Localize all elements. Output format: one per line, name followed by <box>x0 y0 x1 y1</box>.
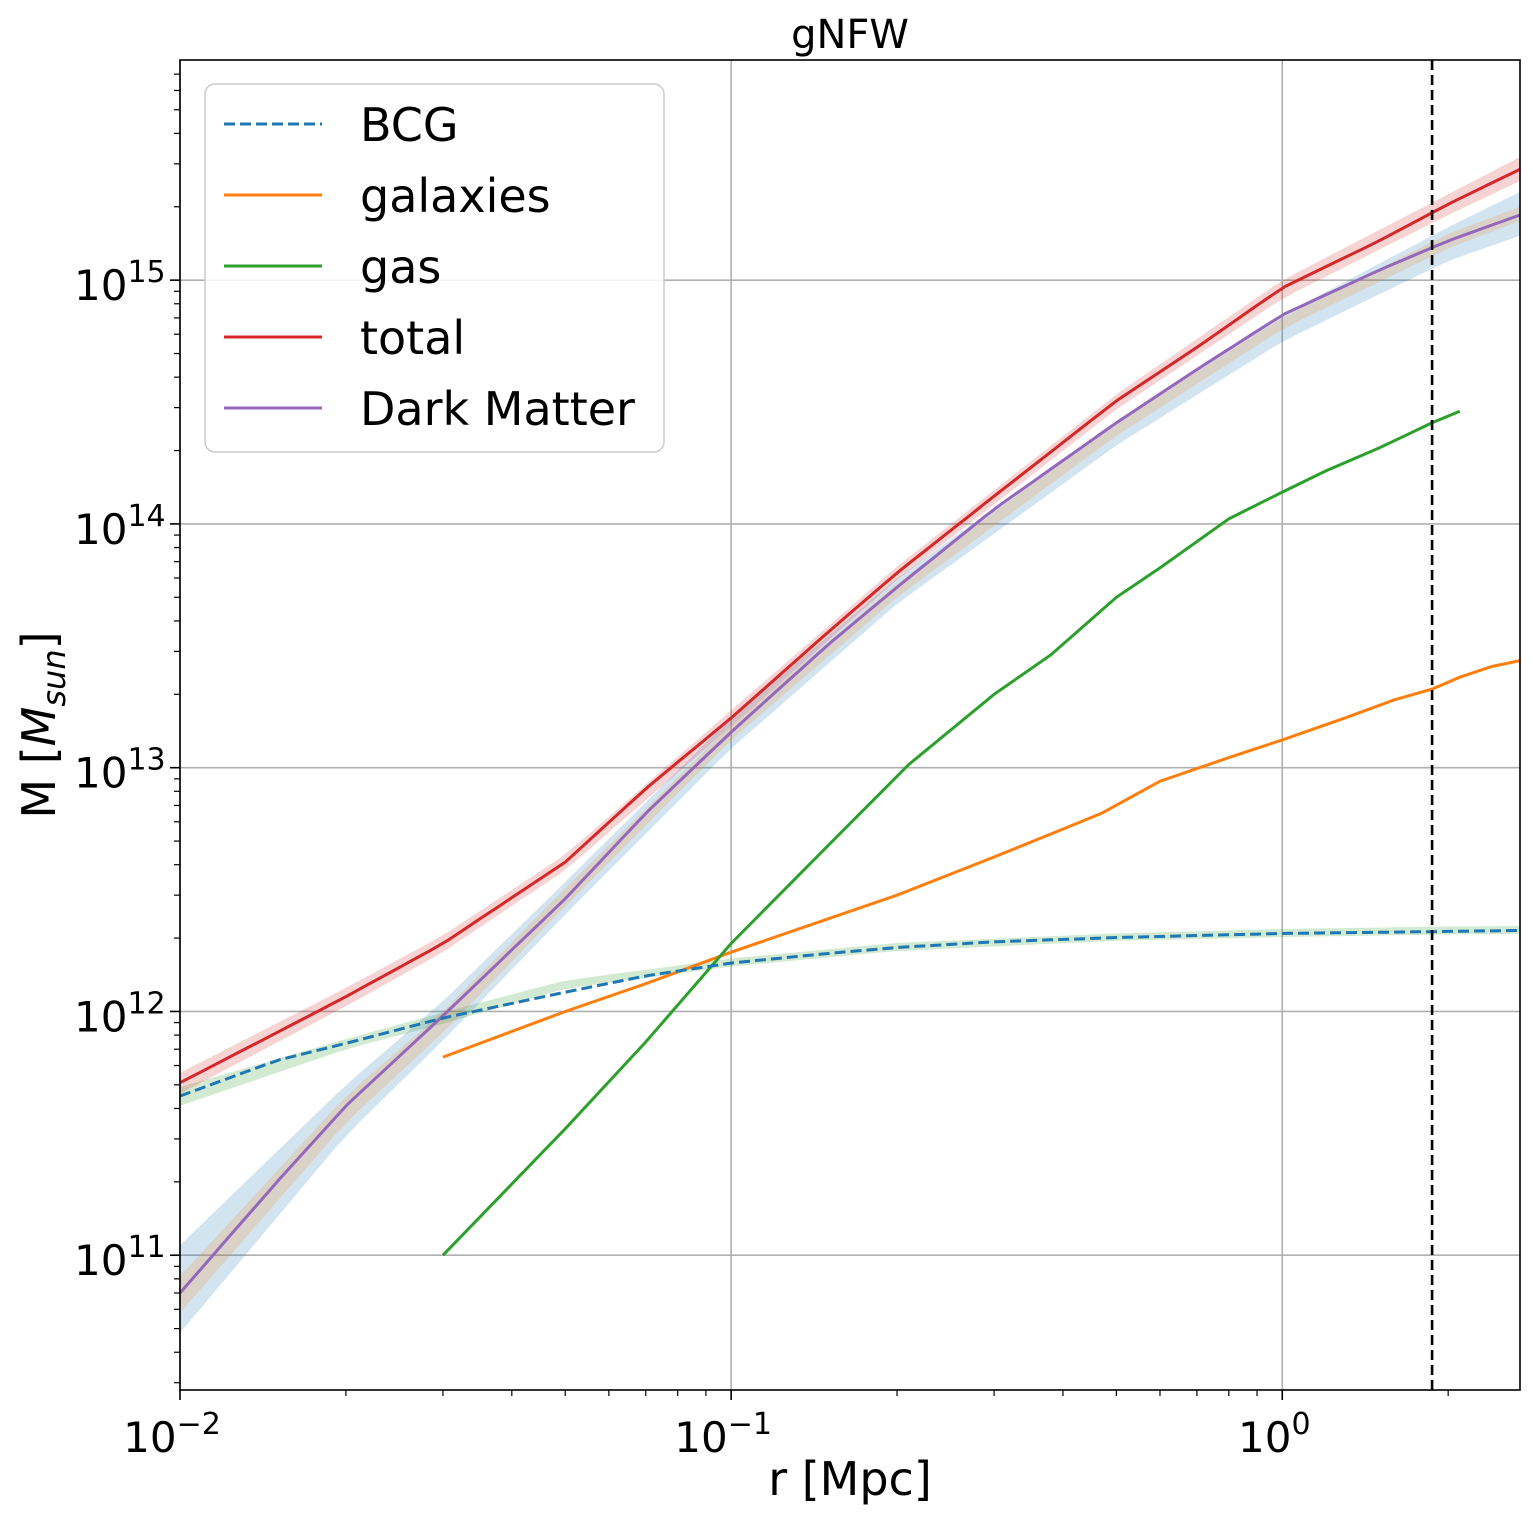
y-tick-label-exponent: 14 <box>127 499 165 534</box>
legend-box <box>204 83 665 453</box>
legend-label: total <box>360 311 465 365</box>
y-tick-label-base: 10 <box>74 261 127 310</box>
y-tick-label-base: 10 <box>74 749 127 798</box>
chart-title: gNFW <box>791 12 909 58</box>
y-axis-label: M [Msun] <box>12 631 73 818</box>
series-line-gas <box>441 409 1461 1257</box>
y-tick-label-base: 10 <box>74 505 127 554</box>
y-tick-label: 1011 <box>74 1230 166 1285</box>
x-tick-label: 100 <box>1238 1407 1311 1462</box>
x-tick-label: 10−1 <box>674 1407 772 1462</box>
y-tick-label-base: 10 <box>74 1236 127 1285</box>
y-axis-label-close: ] <box>12 631 66 649</box>
series-line-bcg <box>179 928 1521 1098</box>
x-tick-label-exponent: −1 <box>728 1407 772 1442</box>
x-tick-label-base: 10 <box>1238 1413 1291 1462</box>
x-tick-label-exponent: −2 <box>177 1407 221 1442</box>
x-tick-label-base: 10 <box>123 1413 176 1462</box>
series-line-total <box>179 167 1521 1085</box>
y-tick-label-exponent: 15 <box>127 255 165 290</box>
y-axis-label-main: M [ <box>12 746 66 818</box>
y-tick-label-base: 10 <box>74 992 127 1041</box>
x-tick-label-exponent: 0 <box>1291 1407 1310 1442</box>
legend-items: BCG galaxies gas total Dark Matter <box>224 98 635 436</box>
y-tick-label: 1015 <box>74 255 166 310</box>
series-line-galaxies <box>442 659 1521 1059</box>
legend-label: BCG <box>360 98 459 152</box>
y-tick-label: 1013 <box>74 743 166 798</box>
y-tick-label-exponent: 11 <box>127 1230 165 1265</box>
y-tick-label: 1014 <box>74 499 166 554</box>
series-line-dark-matter <box>178 213 1521 1294</box>
axis-ticks <box>170 73 1449 1400</box>
legend: BCG galaxies gas total Dark Matter <box>204 83 665 453</box>
y-axis-label-symbol: M <box>12 707 66 747</box>
series-lines <box>178 167 1521 1294</box>
x-axis-label: r [Mpc] <box>768 1452 932 1506</box>
y-tick-label-exponent: 12 <box>127 986 165 1021</box>
legend-label: Dark Matter <box>360 382 635 436</box>
x-tick-label: 10−2 <box>123 1407 221 1462</box>
y-tick-label-exponent: 13 <box>127 743 165 778</box>
y-axis-label-subscript: sun <box>35 649 73 706</box>
legend-label: galaxies <box>360 169 551 223</box>
x-tick-label-base: 10 <box>674 1413 727 1462</box>
y-tick-label: 1012 <box>74 986 166 1041</box>
legend-label: gas <box>360 240 441 294</box>
plot-frame <box>179 59 1521 1391</box>
